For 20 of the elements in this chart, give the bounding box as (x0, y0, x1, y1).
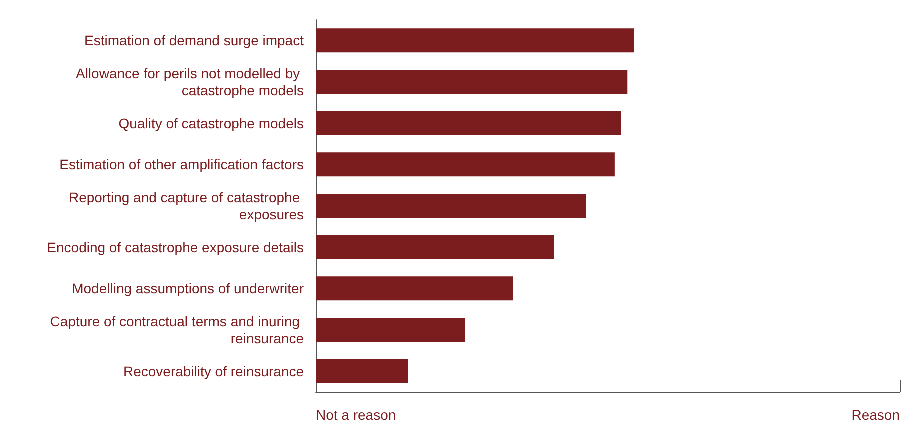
bar (316, 194, 586, 218)
y-tick-label: Recoverability of reinsurance (123, 363, 304, 380)
y-tick-label: Quality of catastrophe models (118, 115, 304, 132)
bar (316, 276, 514, 301)
y-tick-label: Capture of contractual terms and inuring reinsurance (50, 314, 304, 346)
y-tick-label: Modelling assumptions of underwriter (72, 280, 304, 297)
y-tick-label: Allowance for perils not modelled by catastrophe models (76, 66, 304, 98)
text: Reason (852, 407, 900, 423)
bar (316, 235, 554, 260)
y-tick-label: Estimation of demand surge impact (84, 32, 304, 49)
y-tick-label: Estimation of other amplification factors (60, 156, 304, 173)
y-tick-label: Encoding of catastrophe exposure details (47, 239, 304, 256)
bar (316, 111, 622, 136)
bar (316, 359, 408, 384)
y-tick-label: Reporting and capture of catastrophe exposures (68, 190, 304, 222)
bar (316, 152, 615, 177)
bar (316, 70, 628, 94)
bar (316, 28, 634, 53)
text: Not a reason (316, 407, 396, 423)
bar (316, 318, 466, 342)
